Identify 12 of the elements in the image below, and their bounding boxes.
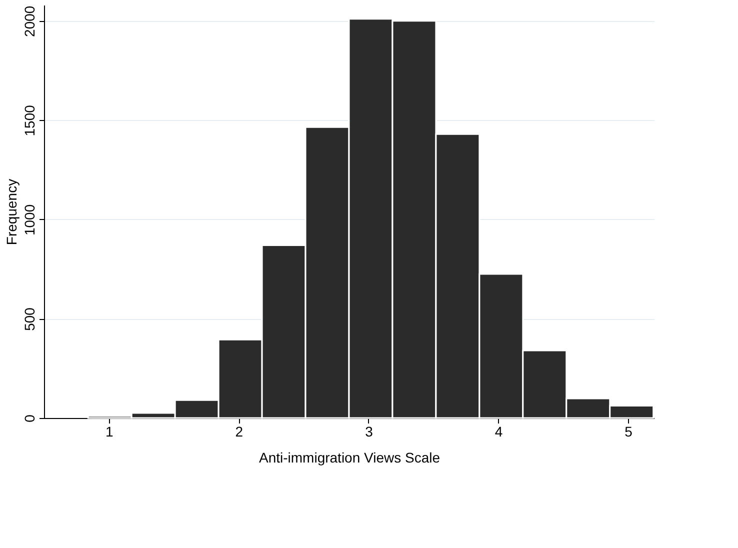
y-tick-label: 500 (22, 307, 38, 331)
x-tick-label: 4 (494, 424, 503, 440)
y-axis-title: Frequency (4, 178, 20, 246)
y-tick-label: 0 (22, 414, 38, 422)
y-tick-label: 1500 (22, 104, 38, 136)
x-axis-title: Anti-immigration Views Scale (258, 450, 440, 466)
y-tick-label: 1000 (22, 204, 38, 236)
y-tick-label: 2000 (22, 6, 38, 37)
x-tick-label: 5 (624, 424, 633, 440)
x-tick-label: 2 (235, 424, 244, 440)
x-tick-label: 1 (105, 424, 114, 440)
x-tick-label: 3 (365, 424, 374, 440)
